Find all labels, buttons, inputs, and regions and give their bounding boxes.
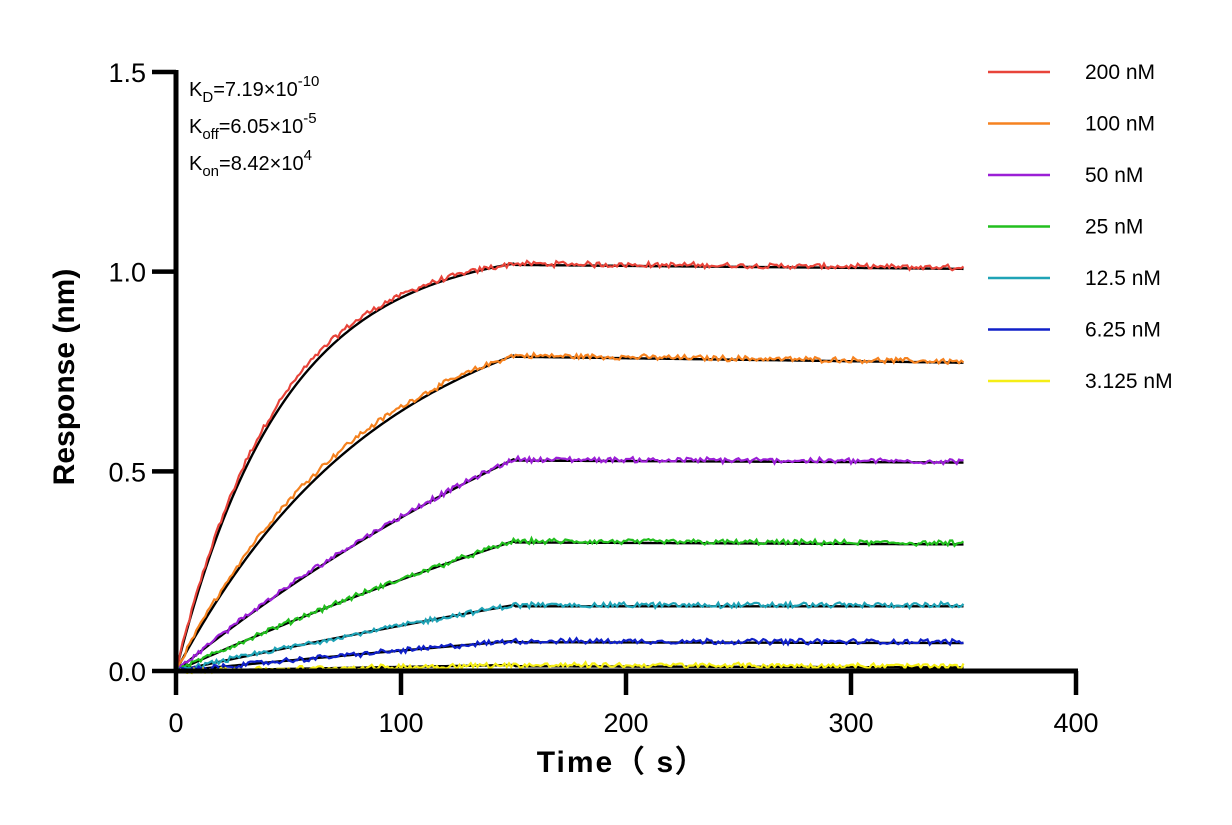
legend-item: 50 nM <box>988 164 1143 187</box>
series-line-200-nM <box>174 259 965 672</box>
series-line-100-nM <box>174 351 965 672</box>
y-tick-label: 1.0 <box>108 258 146 288</box>
series-line-6-25-nM <box>175 636 964 674</box>
fit-curve-1 <box>174 262 964 672</box>
legend-item: 3.125 nM <box>988 370 1173 393</box>
y-tick-label: 0.5 <box>108 457 146 487</box>
legend-item: 12.5 nM <box>988 267 1161 290</box>
kinetic-constants: KD=7.19×10-10 Koff=6.05×10-5 Kon=8.42×104 <box>189 73 319 180</box>
x-tick-label: 300 <box>828 708 873 738</box>
plot-curves <box>174 259 965 675</box>
legend-label: 200 nM <box>1085 61 1155 84</box>
series-line-50-nM <box>175 454 964 673</box>
kinetic-constant-D: KD=7.19×10-10 <box>189 73 319 106</box>
legend-label: 12.5 nM <box>1085 267 1161 290</box>
x-tick-label: 100 <box>378 708 423 738</box>
legend-label: 6.25 nM <box>1085 319 1161 342</box>
y-axis-title: Response (nm) <box>48 269 81 486</box>
series-line-12-5-nM <box>175 599 965 672</box>
legend-label: 3.125 nM <box>1085 370 1173 393</box>
legend-item: 25 nM <box>988 216 1143 239</box>
y-tick-label: 0.0 <box>108 657 146 687</box>
legend-label: 50 nM <box>1085 164 1143 187</box>
fit-curve-2 <box>174 354 964 672</box>
x-tick-label: 200 <box>603 708 648 738</box>
y-tick-label: 1.5 <box>108 58 146 88</box>
legend-item: 6.25 nM <box>988 319 1161 342</box>
legend-label: 100 nM <box>1085 113 1155 136</box>
legend-item: 200 nM <box>988 61 1155 84</box>
x-tick-label: 400 <box>1053 708 1098 738</box>
kinetic-constant-off: Koff=6.05×10-5 <box>189 110 317 143</box>
axis-ticks: 0 100 200 300 400 0.0 0.5 1.0 1.5 <box>108 58 1098 738</box>
fit-curve-6 <box>175 639 964 673</box>
legend-label: 25 nM <box>1085 216 1143 239</box>
x-axis-title: Time（ s） <box>537 745 708 779</box>
series-line-25-nM <box>175 535 965 674</box>
legend-item: 100 nM <box>988 113 1155 136</box>
legend: 200 nM 100 nM 50 nM 25 nM 12.5 nM 6.25 nM 3.12… <box>988 61 1173 393</box>
kinetic-constant-on: Kon=8.42×104 <box>189 147 312 180</box>
x-tick-label: 0 <box>168 708 183 738</box>
